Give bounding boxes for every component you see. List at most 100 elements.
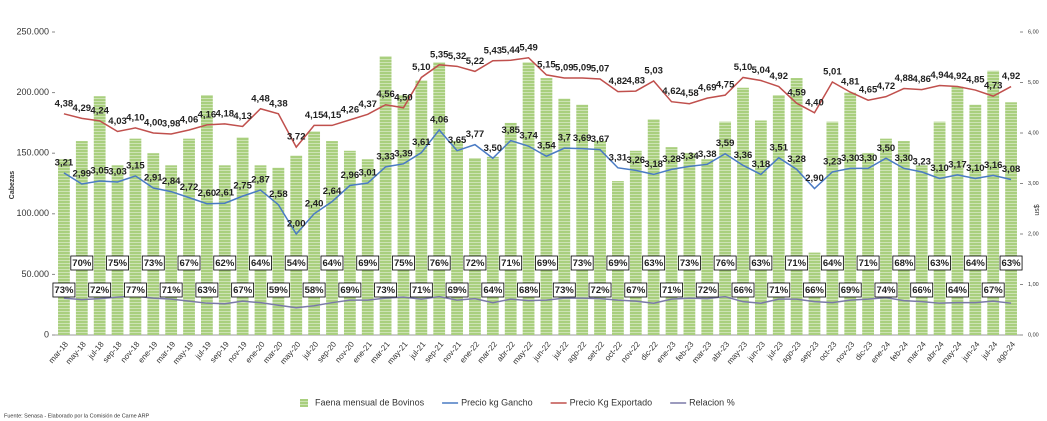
bar [844,92,857,335]
x-tick-label: sep-23 [798,339,821,364]
data-label: 71% [162,285,182,296]
data-label: 3,30 [895,153,914,164]
data-label: 63% [930,258,950,269]
data-label: 73% [376,285,396,296]
data-label: 67% [984,285,1004,296]
bar [147,153,160,335]
data-label: 77% [126,285,146,296]
bar [862,153,874,335]
data-label: 69% [608,258,628,269]
y2-tick-label: 6,00 [1028,29,1039,35]
legend-label: Precio Kg Exportado [570,397,653,407]
data-label: 68% [894,258,914,269]
data-label: 3,28 [662,154,681,165]
data-label: 3,34 [680,151,699,162]
data-label: 73% [680,258,700,269]
x-tick-label: mar-22 [476,339,500,365]
bar [647,119,660,335]
data-label: 3,10 [966,163,985,174]
label-box [499,255,523,271]
data-label: 59% [269,285,289,296]
data-label: 3,08 [1002,164,1021,175]
source: Fuente: Senasa - Elaborado por la Comisi… [4,413,150,419]
data-label: 3,51 [770,142,789,153]
data-label: 4,82 [609,76,628,87]
data-label: 4,56 [376,89,395,100]
bar [629,150,642,335]
bar [272,167,285,335]
label-box [481,282,505,298]
label-box [249,255,272,271]
data-label: 2,75 [233,181,252,192]
data-label: 4,92 [770,71,789,82]
x-tick-label: ago-22 [565,339,588,364]
data-label: 3,03 [108,167,127,178]
label-box [963,255,987,271]
data-label: 64% [823,258,843,269]
bar [522,62,535,336]
x-tick-label: may-18 [64,339,88,366]
data-label: 4,69 [698,83,717,94]
bar [415,80,428,335]
data-label: 5,04 [752,65,771,76]
data-label: 4,26 [341,104,360,115]
data-label: 3,72 [287,132,306,143]
bar [218,165,231,335]
bar [183,138,195,335]
data-label: 3,23 [823,156,842,167]
data-label: 3,67 [591,134,610,145]
bar [451,141,463,335]
data-label: 3,69 [573,133,592,144]
bar [129,138,142,335]
label-box [266,282,290,298]
y-tick-label: 50.000 [21,269,49,279]
x-tick-label: mar-24 [905,339,929,365]
x-tick-label: mar-23 [690,339,714,365]
y2-tick-label: 0,00 [1028,332,1039,338]
x-tick-label: set-22 [585,339,607,362]
data-label: 64% [948,285,968,296]
label-box [52,282,76,298]
data-label: 75% [108,258,128,269]
data-label: 72% [90,285,110,296]
label-box [177,255,201,271]
label-box [803,282,826,298]
bar [361,159,374,335]
label-box [159,282,183,298]
x-tick-label: may-20 [278,339,302,366]
data-label: 2,60 [198,188,217,199]
y-tick-label: 0 [44,329,49,339]
data-label: 71% [412,285,432,296]
label-box [124,282,147,298]
label-box [606,255,630,271]
data-label: 71% [662,285,682,296]
x-tick-label: nov-23 [834,339,857,364]
bar [75,141,88,335]
bar [915,165,928,335]
bar [540,78,553,335]
data-label: 2,72 [180,182,199,193]
data-label: 5,35 [430,49,449,60]
data-label: 4,50 [394,92,413,103]
label-box [106,255,129,271]
data-label: 4,85 [966,75,985,86]
data-label: 72% [698,285,718,296]
bar [576,104,589,335]
y2-tick-label: 1,00 [1028,282,1039,288]
data-label: 3,28 [787,154,806,165]
data-label: 66% [912,285,932,296]
data-label: 3,30 [841,153,860,164]
data-label: 4,06 [180,114,199,125]
label-box [928,255,951,271]
bar [308,131,321,335]
label-box [892,255,916,271]
data-label: 3,85 [501,125,520,136]
label-box [624,282,648,298]
label-box [141,255,165,271]
x-tick-label: may-24 [940,339,964,366]
data-label: 4,10 [126,112,145,123]
data-label: 3,54 [537,141,556,152]
data-label: 4,18 [216,108,235,119]
bar [790,78,803,335]
data-label: 4,00 [144,118,163,129]
